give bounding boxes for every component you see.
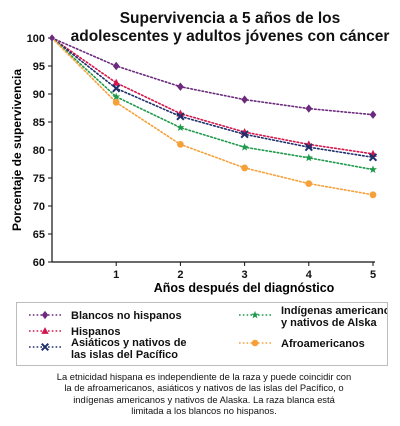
data-point [177,82,184,91]
footnote: La etnicidad hispana es independiente de… [44,371,364,417]
legend-label: Afroamericanos [281,338,365,350]
legend: Blancos no hispanos Hispanos Asiáticos y n… [16,302,397,366]
data-point [241,95,248,104]
legend-swatch-marker [41,327,49,334]
legend-item: Asiáticos y nativos de las islas del Pací… [29,337,187,361]
legend-swatch-marker [40,342,50,352]
line-chart: 60 65 70 75 80 85 90 95 100 1 2 3 4 5 Años después de… [10,33,378,295]
series-line [51,37,374,155]
data-point [305,104,313,113]
y-tick-label: 85 [33,117,45,129]
series-3 [51,37,378,162]
data-point [304,143,313,152]
series-layer [49,34,378,199]
footnote-line-2: la de afroamericanos, asiáticos y nativo… [64,382,344,394]
data-point [241,164,249,172]
chart-axes: 60 65 70 75 80 85 90 95 100 1 2 3 4 5 [27,33,376,281]
y-tick-label: 60 [33,257,45,269]
chart-title-line-2: adolescentes y adultos jóvenes con cánce… [70,28,390,45]
data-point [240,143,249,151]
x-tick-label: 2 [177,269,183,281]
legend-label: Indígenas americanos y nativos de Alska [281,305,387,329]
data-point [112,92,121,101]
data-point [369,191,377,199]
y-tick-label: 90 [33,89,45,101]
series-2 [51,37,377,157]
data-point [112,84,121,93]
chart-title-line-1: Supervivencia a 5 años de los [119,10,341,27]
x-tick-label: 1 [113,269,119,281]
series-1 [51,37,377,119]
series-4 [51,37,377,173]
data-point [112,61,120,71]
y-axis-label: Porcentaje de supervivencia [10,69,24,231]
footnote-line-4: limitada a los blancos no hispanos. [131,405,277,417]
data-point [240,130,249,139]
series-line [51,37,374,196]
y-tick-label: 70 [33,201,45,213]
data-point [368,153,378,162]
series-5 [51,37,377,199]
footnote-line-1: La etnicidad hispana es independiente de… [56,371,352,382]
data-point [304,153,313,162]
data-point-origin [49,34,55,42]
data-point [369,110,377,119]
x-axis-label: Años después del diagnóstico [154,281,335,295]
legend-item: Afroamericanos [239,338,365,350]
legend-item: Hispanos [29,326,121,338]
legend-item: Blancos no hispanos [29,310,182,322]
legend-swatch-marker [41,310,49,320]
x-tick-label: 5 [370,269,376,281]
data-point [305,180,313,188]
y-tick-label: 80 [33,145,45,157]
legend-swatch-marker [251,339,259,347]
legend-item: Indígenas americanos y nativos de Alska [239,305,397,329]
data-point [112,99,120,106]
data-point [176,112,185,121]
chart-title: Supervivencia a 5 años de los adolescent… [60,10,400,46]
y-tick-label: 100 [27,33,45,45]
data-point [369,165,377,173]
data-point [176,123,185,131]
x-tick-label: 4 [306,269,313,281]
data-point [112,78,120,86]
y-tick-label: 95 [33,61,45,73]
legend-label: Hispanos [71,326,121,338]
data-point [177,141,184,148]
series-line [51,37,374,171]
series-line [51,37,374,116]
legend-swatch-marker [251,310,259,319]
series-line [51,37,374,159]
x-tick-label: 3 [242,269,248,281]
y-tick-label: 65 [33,229,45,241]
legend-label: Asiáticos y nativos de las islas del Pací… [71,337,187,361]
y-tick-label: 75 [33,173,45,185]
footnote-line-3: indígenas americanos y nativos de Alaska… [73,393,335,405]
legend-label: Blancos no hispanos [71,310,182,322]
